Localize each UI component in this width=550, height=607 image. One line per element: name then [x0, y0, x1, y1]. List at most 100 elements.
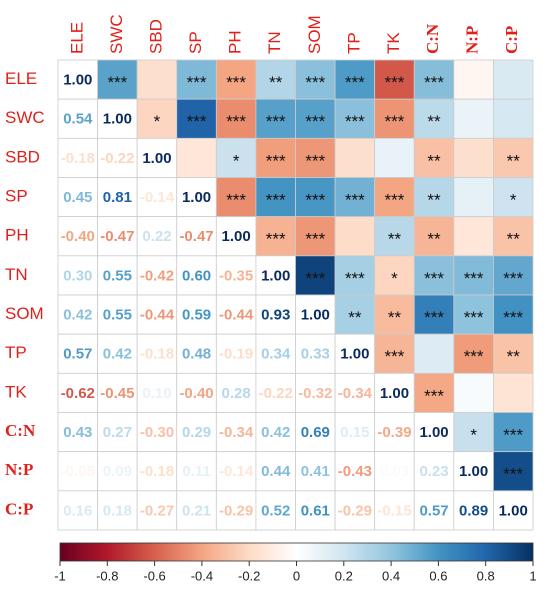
significance: *** — [187, 112, 207, 131]
cell — [413, 412, 455, 453]
coefficient: 0.81 — [103, 189, 132, 206]
cell — [295, 59, 336, 100]
row-label: SOM — [5, 304, 44, 323]
coefficient: 0.48 — [182, 346, 211, 363]
cell — [493, 490, 534, 531]
significance: *** — [424, 73, 444, 92]
cell — [57, 255, 98, 296]
significance: *** — [345, 191, 365, 210]
cell — [255, 372, 296, 413]
coefficient: 0.61 — [301, 502, 330, 519]
significance: *** — [305, 73, 325, 92]
cell — [215, 372, 257, 413]
coefficient: 0.22 — [142, 228, 171, 245]
cell — [453, 59, 494, 100]
cell — [334, 98, 376, 139]
coefficient: 0.93 — [261, 307, 290, 324]
cell — [413, 216, 455, 257]
coefficient: 0.89 — [459, 502, 488, 519]
significance: *** — [464, 269, 484, 288]
coefficient: -0.22 — [259, 385, 293, 402]
significance: *** — [226, 191, 246, 210]
significance: ** — [507, 151, 521, 170]
cell — [413, 490, 455, 531]
coefficient: -0.27 — [140, 502, 174, 519]
row-label: PH — [5, 226, 29, 245]
coefficient: 0.18 — [103, 502, 132, 519]
cell — [493, 372, 534, 413]
row-label: C:N — [5, 421, 36, 440]
colorbar-tick-label: 0.2 — [335, 568, 353, 583]
cell — [57, 98, 98, 139]
coefficient: 0.55 — [103, 307, 132, 324]
coefficient: 0.44 — [261, 463, 291, 480]
coefficient: -0.40 — [61, 228, 95, 245]
coefficient: 0.57 — [63, 346, 92, 363]
column-label: C:N — [423, 23, 442, 54]
coefficient: 0.59 — [182, 307, 211, 324]
cell — [334, 294, 376, 335]
cell — [334, 255, 376, 296]
significance: * — [154, 112, 161, 131]
coefficient: 0.33 — [301, 346, 330, 363]
cell — [493, 412, 534, 453]
coefficient: -0.39 — [377, 424, 411, 441]
coefficient: -0.19 — [219, 346, 253, 363]
colorbar-tick-label: 0.6 — [429, 568, 447, 583]
coefficient: 0.41 — [301, 463, 330, 480]
row-label: C:P — [5, 499, 33, 518]
cell — [413, 294, 455, 335]
coefficient: -0.45 — [100, 385, 134, 402]
significance: *** — [266, 151, 286, 170]
column-label: PH — [226, 30, 245, 54]
cell — [57, 137, 98, 178]
cell — [136, 333, 178, 374]
coefficient: 0.15 — [340, 424, 369, 441]
cell — [97, 372, 138, 413]
colorbar-tick-label: 0.8 — [477, 568, 495, 583]
cell — [57, 333, 98, 374]
cell — [374, 98, 415, 139]
coefficient: 0.11 — [182, 463, 210, 480]
coefficient: -0.29 — [338, 502, 372, 519]
cell — [493, 59, 534, 100]
coefficient: -0.29 — [219, 502, 253, 519]
row-label: TK — [5, 382, 27, 401]
column-label: SP — [186, 31, 205, 54]
significance: *** — [385, 347, 405, 366]
significance: *** — [503, 465, 523, 484]
coefficient: 0.69 — [301, 424, 330, 441]
coefficient: -0.32 — [298, 385, 332, 402]
coefficient: 1.00 — [63, 72, 92, 89]
significance: *** — [266, 112, 286, 131]
colorbar-tick-label: -0.8 — [96, 568, 118, 583]
cell — [176, 294, 217, 335]
cell — [215, 412, 257, 453]
coefficient: -0.43 — [338, 463, 372, 480]
significance: ** — [269, 73, 283, 92]
cell — [295, 490, 336, 531]
cell — [295, 255, 336, 296]
cell — [374, 412, 415, 453]
colorbar-tick-label: 0 — [293, 568, 300, 583]
cell — [493, 294, 534, 335]
significance: *** — [107, 73, 127, 92]
significance: *** — [226, 73, 246, 92]
cell — [215, 490, 257, 531]
cell — [255, 490, 296, 531]
coefficient: -0.22 — [100, 150, 134, 167]
significance: ** — [388, 230, 402, 249]
significance: * — [510, 191, 517, 210]
colorbar-tick-label: -1 — [54, 568, 66, 583]
row-label: SP — [5, 187, 28, 206]
significance: *** — [305, 230, 325, 249]
cell — [334, 372, 376, 413]
significance: *** — [305, 112, 325, 131]
coefficient: -0.62 — [61, 385, 95, 402]
coefficient: -0.35 — [219, 267, 253, 284]
cell — [215, 255, 257, 296]
row-label: TP — [5, 343, 27, 362]
significance: ** — [507, 230, 521, 249]
cell — [176, 59, 217, 100]
